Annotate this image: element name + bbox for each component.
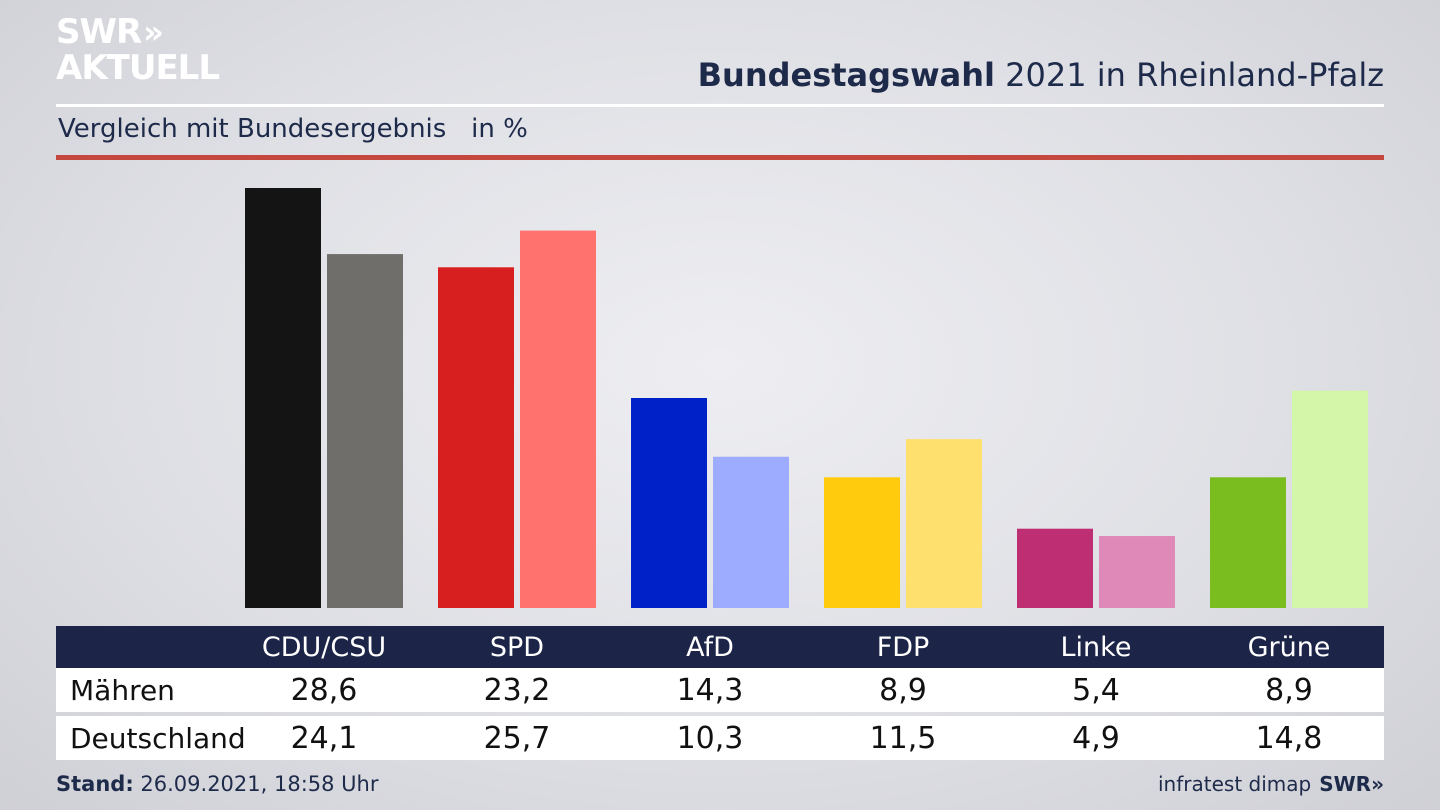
header-linke: Linke (1060, 631, 1132, 663)
value-cell: 11,5 (869, 720, 937, 756)
value-cell: 14,8 (1255, 720, 1323, 756)
value-cell: 28,6 (290, 672, 358, 708)
value-cell: 8,9 (1265, 672, 1313, 708)
logo-aktuell-text: AKTUELL (56, 48, 220, 88)
swr-aktuell-logo: SWR» AKTUELL (56, 12, 220, 88)
results-table: CDU/CSU SPD AfD FDP Linke Grüne Mähren 28,6 23,… (56, 626, 1384, 760)
bar-fdp-series-2 (906, 439, 982, 608)
title-rest: 2021 in Rheinland-Pfalz (995, 56, 1384, 94)
row-label: Deutschland (70, 721, 246, 755)
timestamp: Stand: 26.09.2021, 18:58 Uhr (56, 772, 379, 796)
value-cell: 5,4 (1072, 672, 1120, 708)
value-cell: 25,7 (483, 720, 551, 756)
bar-linke-series-2 (1099, 536, 1175, 608)
bar-afd-series-1 (631, 398, 707, 608)
header-fdp: FDP (876, 631, 930, 663)
bar-spd-series-1 (438, 267, 514, 608)
source-text: infratest dimap (1158, 772, 1312, 796)
logo-swr-text: SWR (56, 12, 142, 52)
row-label: Mähren (70, 673, 175, 707)
bar-fdp-series-1 (824, 477, 900, 608)
header-divider (56, 104, 1384, 107)
table-header-row: CDU/CSU SPD AfD FDP Linke Grüne (56, 626, 1384, 668)
value-cell: 10,3 (676, 720, 744, 756)
title-bold: Bundestagswahl (697, 56, 995, 94)
value-cell: 4,9 (1072, 720, 1120, 756)
bar-gr-ne-series-2 (1292, 390, 1368, 608)
footer-swr-logo: SWR» (1319, 772, 1384, 796)
table-row: Deutschland 24,1 25,7 10,3 11,5 4,9 14,8 (56, 716, 1384, 760)
bar-cdu-csu-series-2 (327, 254, 403, 608)
source-credit: infratest dimap SWR» (1158, 772, 1384, 796)
subtitle-divider (56, 155, 1384, 160)
chart-subtitle: Vergleich mit Bundesergebnis in % (58, 114, 528, 144)
value-cell: 23,2 (483, 672, 551, 708)
bar-cdu-csu-series-1 (245, 188, 321, 608)
table-row: Mähren 28,6 23,2 14,3 8,9 5,4 8,9 (56, 668, 1384, 712)
stand-value: 26.09.2021, 18:58 Uhr (133, 772, 379, 796)
value-cell: 8,9 (879, 672, 927, 708)
header-cdu-csu: CDU/CSU (261, 631, 387, 663)
stand-label: Stand: (56, 772, 134, 796)
bar-spd-series-2 (520, 230, 596, 609)
bar-chart (245, 188, 1368, 609)
bar-afd-series-2 (713, 456, 789, 608)
header-gr-ne: Grüne (1247, 631, 1331, 663)
chart-title: Bundestagswahl 2021 in Rheinland-Pfalz (698, 56, 1384, 94)
value-cell: 24,1 (290, 720, 358, 756)
value-cell: 14,3 (676, 672, 744, 708)
table-body: Mähren 28,6 23,2 14,3 8,9 5,4 8,9 Deutschland 24… (56, 668, 1384, 760)
header-spd: SPD (489, 631, 545, 663)
header-afd: AfD (686, 631, 734, 663)
bar-linke-series-1 (1017, 528, 1093, 608)
bar-gr-ne-series-1 (1210, 477, 1286, 608)
